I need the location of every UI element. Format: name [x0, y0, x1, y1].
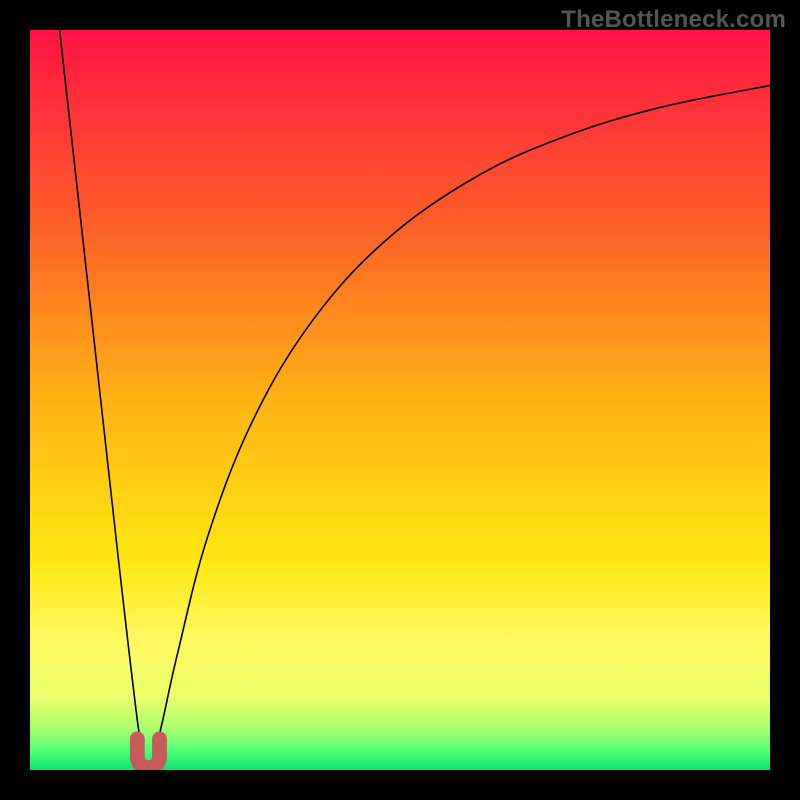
chart-outer-frame: TheBottleneck.com	[0, 0, 800, 800]
bottleneck-curve-chart	[30, 30, 770, 770]
gradient-background	[30, 30, 770, 770]
plot-area	[30, 30, 770, 770]
